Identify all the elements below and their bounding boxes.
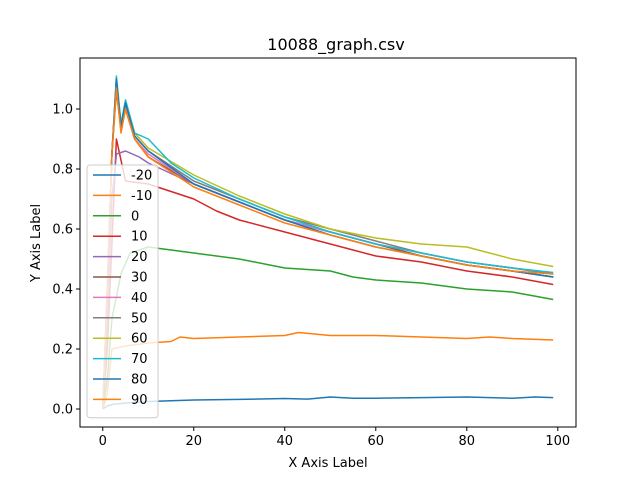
x-tick-label: 0 [99, 434, 107, 449]
x-tick-label: 100 [545, 434, 570, 449]
y-tick-label: 0.4 [52, 283, 73, 298]
chart-title: 10088_graph.csv [267, 35, 404, 55]
legend-label: 40 [131, 291, 148, 306]
y-tick-label: 0.6 [52, 223, 73, 238]
plot-frame [79, 57, 577, 428]
legend-label: 80 [131, 373, 148, 388]
series-line-11 [102, 87, 554, 410]
legend-label: 70 [131, 352, 148, 367]
y-tick-label: 0.2 [52, 343, 73, 358]
legend-box [86, 164, 159, 419]
y-tick-label: 1.0 [52, 103, 73, 118]
legend-label: 10 [131, 230, 148, 245]
x-tick-label: 80 [459, 434, 476, 449]
x-axis-ticks: 0 20 40 60 80 100 [99, 427, 570, 449]
legend-label: 30 [131, 271, 148, 286]
legend-label: 0 [131, 209, 139, 224]
legend: -20 -10 0 10 20 30 40 50 60 70 80 90 [86, 164, 159, 419]
x-tick-label: 20 [185, 434, 202, 449]
legend-label: -20 [131, 169, 152, 184]
legend-label: -10 [131, 189, 152, 204]
x-tick-label: 60 [368, 434, 385, 449]
legend-label: 90 [131, 393, 148, 408]
x-axis-label: X Axis Label [288, 456, 367, 471]
y-tick-label: 0.0 [52, 403, 73, 418]
y-axis-ticks: 0.0 0.2 0.4 0.6 0.8 1.0 [52, 103, 80, 418]
legend-label: 50 [131, 311, 148, 326]
legend-label: 20 [131, 250, 148, 265]
y-axis-label: Y Axis Label [29, 204, 44, 283]
legend-label: 60 [131, 332, 148, 347]
x-tick-label: 40 [276, 434, 293, 449]
y-tick-label: 0.8 [52, 163, 73, 178]
